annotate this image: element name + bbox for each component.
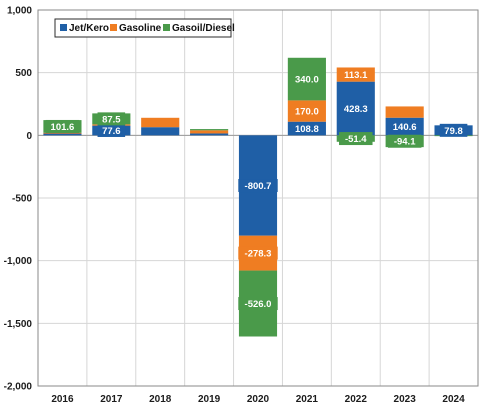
x-tick-label: 2021 [296, 394, 319, 405]
data-label-jet-kero-2020: -800.7 [245, 181, 272, 192]
data-label-gasoline-2022: 113.1 [344, 70, 368, 81]
data-label-background [290, 72, 324, 86]
data-labels: 101.6 77.687.5 -800.7 -278.3 -526.0 108.8 170.… [45, 68, 468, 311]
data-label-jet-kero-2022: 428.3 [344, 104, 368, 115]
data-label-background [290, 104, 324, 118]
legend: Jet/Kero Gasoline Gasoil/Diesel [54, 18, 235, 38]
y-tick-label: 1,000 [7, 6, 32, 17]
data-label-background [45, 119, 80, 133]
x-axis: 2016 2017 2018 2019 2020 2021 2022 2023 2024 [51, 394, 465, 405]
bar-gasoline-2018 [141, 117, 180, 128]
x-tick-label: 2023 [394, 394, 417, 405]
legend-label-jet-kero: Jet/Kero [69, 23, 109, 34]
bar-gasoline-2016 [43, 132, 82, 134]
y-tick-label: -1,000 [4, 256, 33, 267]
data-label-jet-kero-2021: 108.8 [295, 124, 319, 135]
data-label-gasoil-diesel-2020: -526.0 [245, 299, 272, 310]
plot-frame [37, 9, 479, 387]
legend-swatch-jet-kero [60, 24, 67, 31]
legend-label-gasoil-diesel: Gasoil/Diesel [172, 23, 235, 34]
data-label-gasoil-diesel-2017: 87.5 [102, 114, 121, 125]
data-label-background [290, 122, 324, 136]
legend-swatch-gasoil-diesel [163, 24, 170, 31]
bar-jet-kero-2016 [43, 133, 82, 136]
bar-jet-kero-2018 [141, 127, 180, 136]
data-label-background [339, 101, 373, 115]
data-label-jet-kero-2023: 140.6 [393, 122, 417, 133]
data-label-gasoil-diesel-2023: -94.1 [394, 137, 416, 148]
data-label-background [238, 297, 278, 311]
y-tick-label: -2,000 [4, 382, 33, 393]
bar-gasoline-2023 [385, 106, 424, 118]
data-label-jet-kero-2024: 79.8 [444, 126, 463, 137]
y-tick-label: -500 [12, 194, 32, 205]
x-tick-label: 2020 [247, 394, 270, 405]
x-tick-label: 2019 [198, 394, 221, 405]
y-tick-label: 500 [15, 68, 32, 79]
y-tick-label: 0 [26, 131, 32, 142]
data-label-gasoline-2021: 170.0 [295, 107, 319, 118]
data-label-background [97, 123, 126, 137]
x-tick-label: 2024 [442, 394, 465, 405]
bar-jet-kero-2019 [190, 133, 229, 136]
x-tick-label: 2017 [100, 394, 123, 405]
data-label-background [97, 112, 126, 126]
legend-box [54, 18, 232, 38]
data-label-background [439, 123, 468, 137]
legend-label-gasoline: Gasoline [119, 23, 162, 34]
data-label-background [238, 246, 278, 260]
x-tick-label: 2018 [149, 394, 172, 405]
x-tick-label: 2022 [345, 394, 368, 405]
data-label-gasoil-diesel-2016: 101.6 [51, 122, 75, 133]
x-tick-label: 2016 [51, 394, 74, 405]
bar-gasoline-2019 [190, 130, 229, 134]
legend-swatch-gasoline [110, 24, 117, 31]
data-label-background [238, 179, 278, 193]
bar-gasoil-diesel-2019 [190, 129, 229, 131]
data-label-gasoil-diesel-2022: -51.4 [345, 134, 367, 145]
y-tick-label: -1,500 [4, 319, 33, 330]
y-axis: 1,000 500 0 -500 -1,000 -1,500 -2,000 [4, 6, 33, 393]
data-label-jet-kero-2017: 77.6 [102, 126, 121, 137]
data-label-background [387, 120, 422, 134]
data-label-gasoline-2020: -278.3 [245, 249, 272, 260]
data-label-background [339, 132, 373, 146]
data-label-background [387, 134, 422, 148]
data-label-gasoil-diesel-2021: 340.0 [295, 75, 319, 86]
data-label-background [339, 68, 373, 82]
